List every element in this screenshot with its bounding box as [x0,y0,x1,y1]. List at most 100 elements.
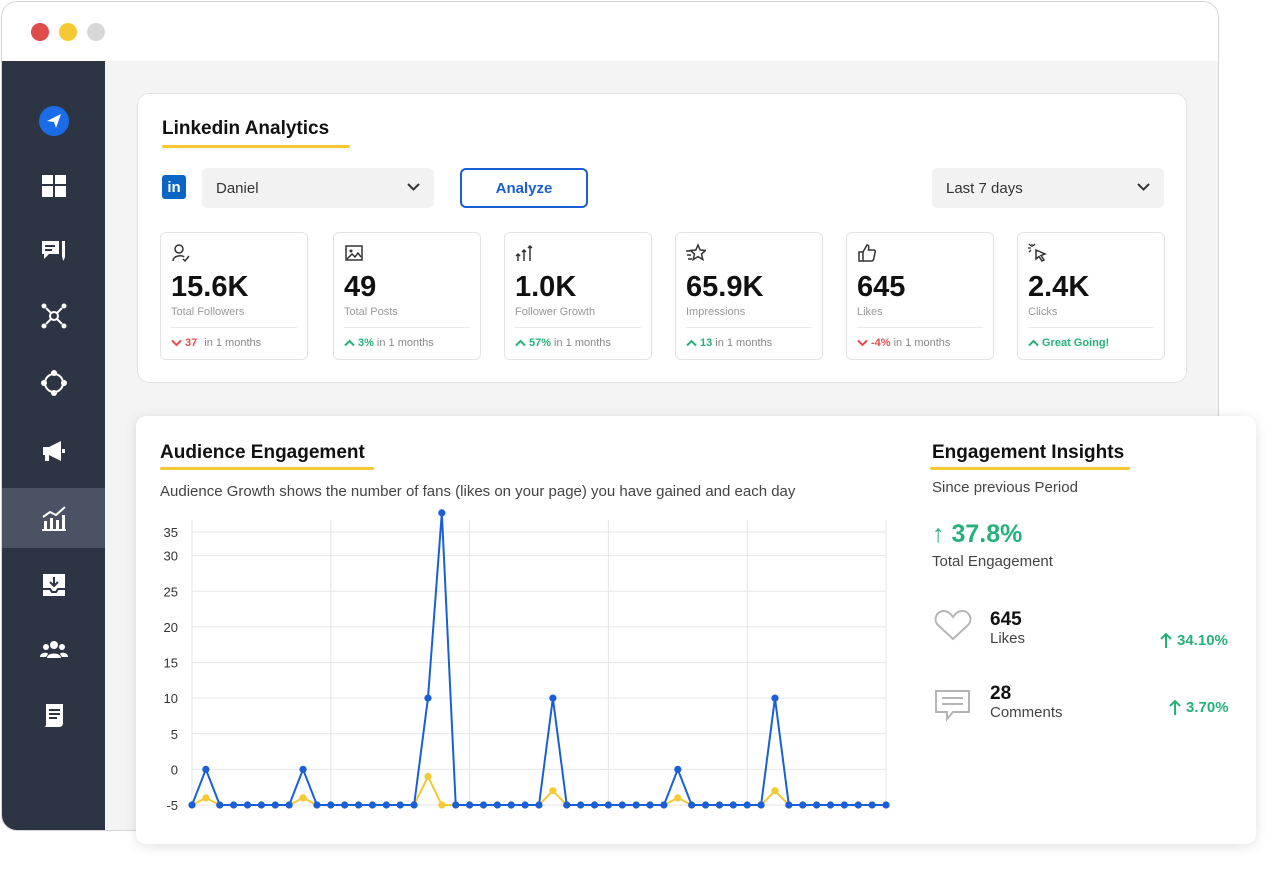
data-point [327,801,335,809]
zoom-window-button[interactable] [87,23,105,41]
y-tick-label: -5 [166,798,178,813]
stat-change-value: 3% [358,337,374,349]
users-icon [39,641,68,658]
stat-label: Total Followers [171,306,245,318]
chevron-down-icon [1137,183,1150,191]
sidebar-item-team[interactable] [2,620,105,680]
data-point [840,801,848,809]
data-point [604,801,612,809]
y-tick-label: 15 [164,656,178,671]
data-point [757,801,765,809]
data-point [438,509,446,517]
engagement-card: Audience Engagement Audience Growth show… [136,416,1256,844]
sidebar-item-dashboard[interactable] [2,156,105,216]
total-engagement-value: ↑ 37.8% [932,520,1023,548]
sidebar-item-send[interactable] [2,91,105,151]
sidebar-item-network[interactable] [2,286,105,346]
stat-value: 49 [344,271,377,303]
stat-card-total-posts[interactable]: 49 Total Posts 3% in 1 months [333,232,481,360]
data-point [230,801,238,809]
inbox-download-icon [42,574,65,596]
stat-card-likes[interactable]: 645 Likes -4% in 1 months [846,232,994,360]
stat-card-follower-growth[interactable]: 1.0K Follower Growth 57% in 1 months [504,232,652,360]
data-point [354,801,363,809]
y-tick-label: 35 [164,525,178,540]
sidebar-item-downloads[interactable] [2,555,105,615]
engagement-insights-title: Engagement Insights [932,442,1125,463]
comments-change-value: 3.70% [1186,699,1229,716]
data-point [452,801,460,809]
data-point [410,801,418,809]
stat-divider [857,327,983,328]
chevron-up-icon [686,339,697,347]
stat-value: 15.6K [171,271,249,303]
insights-subtitle: Since previous Period [932,479,1078,496]
comments-value: 28 [990,683,1012,704]
megaphone-icon [42,441,65,461]
data-point [882,801,890,809]
data-point [674,794,682,802]
audience-growth-chart: 35 30 25 20 15 10 5 0 -5 [164,509,890,813]
y-tick-label: 10 [164,691,178,706]
close-window-button[interactable] [31,23,49,41]
data-point [563,801,571,809]
likes-value: 645 [990,609,1022,630]
data-point [715,801,724,809]
stat-change-suffix: in 1 months [204,337,262,349]
linkedin-analytics-title: Linkedin Analytics [162,118,330,139]
comments-change: 3.70% [1169,699,1229,716]
sidebar-item-analytics[interactable] [2,488,105,548]
total-engagement-label: Total Engagement [932,553,1053,570]
sidebar-item-campaigns[interactable] [2,421,105,481]
analytics-icon [41,506,66,531]
arrow-up-icon [1169,699,1181,715]
data-point [285,801,293,809]
stat-value: 65.9K [686,271,764,303]
stat-value: 2.4K [1028,271,1090,303]
data-point [507,801,515,809]
minimize-window-button[interactable] [59,23,77,41]
period-select[interactable]: Last 7 days [932,168,1164,208]
likes-label: Likes [990,630,1026,647]
stat-divider [344,327,470,328]
stat-change: Great Going! [1028,337,1109,349]
sidebar-item-messages[interactable] [2,221,105,281]
data-point [660,801,668,809]
data-point [590,801,599,809]
data-point [785,801,793,809]
data-point [701,801,710,809]
stat-change-value: 57% [529,337,552,349]
data-point [202,765,210,773]
account-select-value: Daniel [216,179,259,197]
sidebar-item-reports[interactable] [2,685,105,745]
stat-card-total-followers[interactable]: 15.6K Total Followers 37 in 1 months [160,232,308,360]
data-point [299,765,307,773]
data-point [341,801,349,809]
data-point [535,801,543,809]
stat-card-impressions[interactable]: 65.9K Impressions 13 in 1 months [675,232,823,360]
analyze-button[interactable]: Analyze [460,168,588,208]
stat-change-suffix: in 1 months [554,337,611,349]
data-point [813,801,821,809]
stat-change-suffix: in 1 months [376,337,434,349]
account-select[interactable]: Daniel [202,168,434,208]
stat-change-value: 13 [700,337,713,349]
stat-label: Impressions [686,306,746,318]
stat-value: 1.0K [515,271,577,303]
stat-card-clicks[interactable]: 2.4K Clicks Great Going! [1017,232,1165,360]
linkedin-analytics-card: Linkedin Analytics in Daniel Analyze Las… [137,93,1187,383]
data-point [466,801,474,809]
network-icon [41,303,66,329]
heart-icon [934,609,972,641]
comment-icon [935,690,970,722]
stat-change: 57% in 1 months [515,337,611,349]
data-point [577,801,585,809]
stat-divider [1028,327,1154,328]
data-point [188,801,196,809]
sidebar-item-hub[interactable] [2,353,105,413]
data-point [549,787,557,795]
sidebar [2,61,105,830]
data-point [396,801,404,809]
series-line [191,512,886,806]
arrow-up-icon [1160,632,1172,648]
